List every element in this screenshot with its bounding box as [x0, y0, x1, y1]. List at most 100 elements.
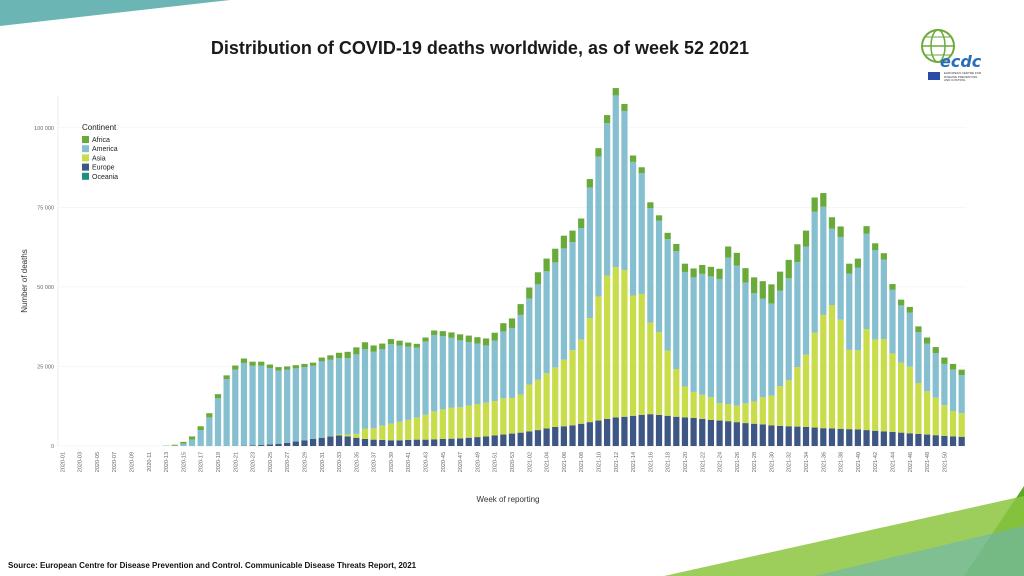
bar-america [508, 327, 516, 398]
bar-america [872, 250, 879, 340]
bar-africa [344, 351, 351, 359]
bar-europe [578, 423, 585, 446]
bar-america [560, 248, 567, 360]
bar-europe [923, 434, 931, 446]
bar-africa [569, 230, 576, 243]
bar-africa [725, 246, 732, 258]
bar-america [768, 303, 775, 396]
bar-asia [655, 332, 663, 415]
bar-america [664, 239, 671, 351]
bar-europe [552, 426, 559, 446]
bar-africa [517, 304, 524, 315]
bar-america [837, 236, 844, 320]
bar-europe [301, 440, 308, 446]
bar-europe [716, 420, 723, 446]
bar-america [370, 351, 377, 429]
bar-africa [915, 326, 922, 333]
bar-europe [733, 422, 740, 446]
x-tick-label: 2021-16 [648, 452, 654, 472]
bar-asia [828, 305, 836, 429]
page-title: Distribution of COVID-19 deaths worldwid… [210, 38, 750, 58]
x-tick-label: 2021-36 [821, 452, 827, 472]
bar-america [266, 368, 273, 445]
bar-america [621, 110, 628, 271]
bar-europe [898, 432, 905, 446]
bar-africa [188, 436, 196, 440]
bar-africa [249, 361, 256, 366]
bar-africa [768, 284, 775, 304]
bar-america [854, 267, 862, 351]
bar-asia [906, 366, 913, 434]
bar-america [906, 312, 913, 367]
bar-africa [500, 323, 507, 332]
logo-text: ecdc [940, 52, 982, 71]
bar-africa [707, 266, 715, 277]
legend-title: Continent [82, 123, 117, 132]
bar-asia [621, 270, 628, 417]
bar-europe [439, 439, 446, 446]
bar-europe [880, 431, 887, 446]
bar-asia [863, 329, 870, 431]
y-tick-label: 0 [51, 444, 54, 450]
bar-america [923, 343, 931, 392]
bar-asia [923, 391, 931, 435]
bar-europe [569, 425, 576, 446]
bar-europe [370, 439, 377, 446]
bar-europe [759, 424, 766, 446]
bar-europe [344, 436, 351, 446]
bar-africa [699, 264, 706, 274]
bar-america [578, 228, 585, 340]
bar-america [638, 173, 645, 294]
bar-america [482, 345, 490, 403]
bar-africa [949, 363, 957, 370]
legend-swatch-oceania [82, 172, 89, 180]
bar-asia [422, 414, 429, 440]
bar-asia [854, 350, 862, 430]
bar-europe [785, 426, 792, 446]
bar-america [629, 161, 637, 296]
bar-europe [742, 423, 749, 446]
bar-america [820, 206, 827, 315]
x-tick-label: 2021-34 [804, 452, 810, 472]
bar-asia [647, 322, 654, 415]
bar-europe [707, 419, 715, 446]
bar-america [439, 336, 446, 410]
bar-america [655, 220, 663, 333]
bar-asia [949, 411, 957, 437]
bar-asia [681, 386, 689, 418]
bar-america [742, 282, 749, 404]
bar-africa [370, 345, 377, 352]
bar-asia [604, 275, 611, 419]
bar-asia [638, 293, 645, 415]
bar-africa [422, 337, 429, 342]
bar-asia [457, 407, 464, 439]
bar-africa [508, 318, 516, 328]
bar-africa [923, 337, 931, 344]
bar-africa [560, 235, 567, 249]
bar-africa [284, 366, 291, 370]
bar-africa [837, 226, 844, 237]
bar-europe [543, 428, 550, 446]
eu-flag-icon [928, 72, 940, 80]
x-tick-label: 2020-49 [475, 452, 481, 472]
x-tick-label: 2020-07 [112, 452, 118, 472]
bar-africa [664, 232, 671, 240]
bar-america [240, 362, 248, 446]
bar-europe [854, 429, 862, 446]
bar-europe [526, 431, 533, 446]
bar-africa [448, 332, 455, 338]
bar-africa [958, 369, 965, 376]
bar-africa [846, 263, 853, 274]
bar-africa [335, 352, 343, 359]
bar-europe [681, 417, 689, 446]
bar-asia [742, 403, 749, 424]
legend-label-asia: Asia [92, 155, 106, 162]
bar-europe [275, 443, 282, 446]
bar-europe [422, 439, 429, 446]
bar-asia [699, 394, 706, 419]
bar-asia [552, 367, 559, 427]
bar-africa [327, 355, 334, 360]
bar-america [180, 443, 187, 446]
x-tick-label: 2021-40 [856, 452, 862, 472]
bar-america [681, 271, 689, 387]
